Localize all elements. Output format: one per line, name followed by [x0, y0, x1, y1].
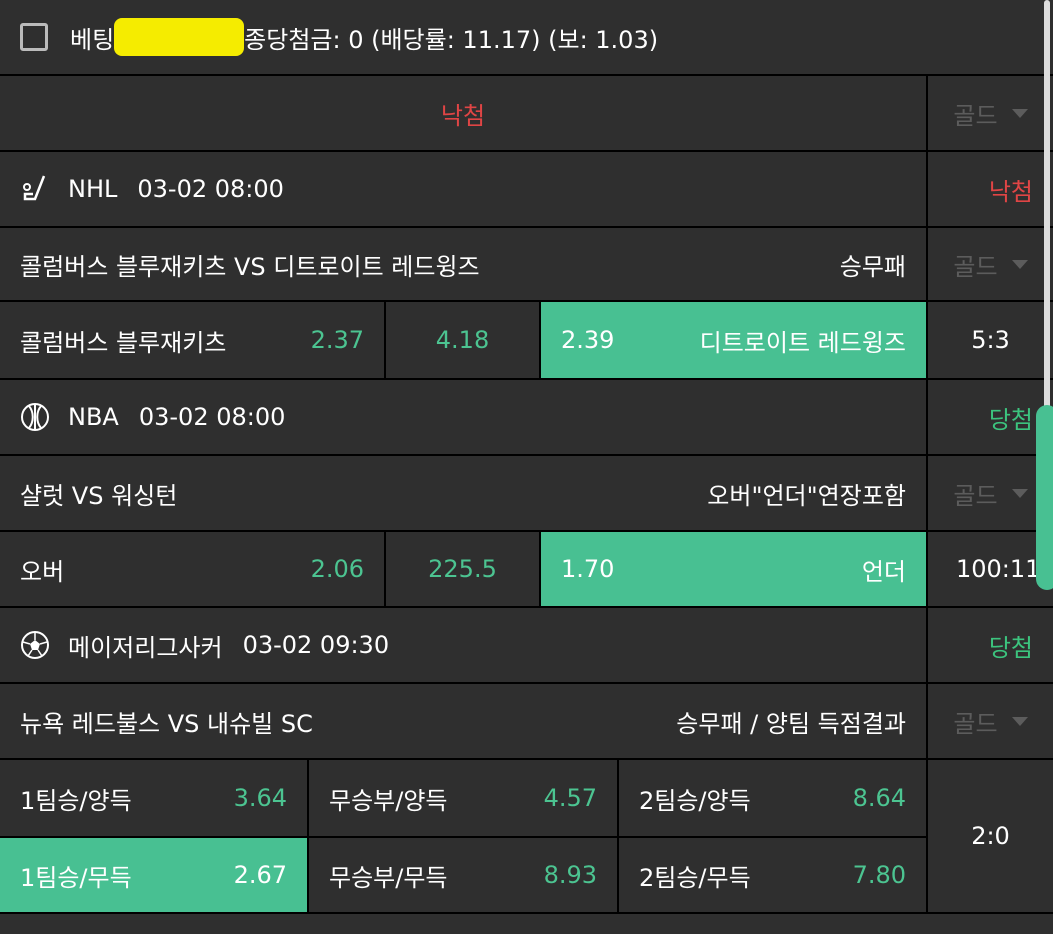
option-label: 1팀승/무득 [20, 863, 132, 892]
option-label: 콜럼버스 블루재키츠 [20, 328, 227, 357]
odds-value: 2.39 [561, 326, 615, 354]
soccer-icon [20, 630, 50, 660]
odds-value: 3.64 [233, 784, 287, 812]
bet-header: 베팅 종당첨금: 0 (배당률: 11.17) (보: 1.03) [0, 0, 1053, 74]
option-label: 2팀승/무득 [639, 863, 751, 892]
game-time: 03-02 08:00 [137, 175, 284, 203]
odds-option[interactable]: 무승부/양득 4.57 [309, 760, 617, 836]
option-label: 무승부/무득 [329, 863, 448, 892]
chevron-down-icon [1011, 716, 1028, 726]
chevron-down-icon [1011, 259, 1028, 269]
gold-label: 골드 [953, 481, 998, 510]
basketball-icon [20, 402, 50, 432]
odds-value: 2.06 [310, 555, 364, 583]
market: 오버"언더"연장포함 [707, 481, 906, 510]
league: NHL [68, 175, 118, 203]
match-title: 콜럼버스 블루재키츠 VS 디트로이트 레드윙즈 [20, 252, 480, 281]
bet-status: 낙첨 [0, 76, 926, 150]
match-title: 뉴욕 레드불스 VS 내슈빌 SC [20, 709, 313, 738]
league: NBA [68, 403, 119, 431]
odds-option-selected[interactable]: 1팀승/무득 2.67 [0, 838, 307, 912]
gold-select[interactable]: 골드 [928, 456, 1053, 530]
odds-option[interactable]: 1팀승/양득 3.64 [0, 760, 307, 836]
odds-value: 2.67 [233, 861, 287, 889]
odds-value: 8.64 [852, 784, 906, 812]
odds-under-selected[interactable]: 1.70 언더 [541, 532, 926, 606]
chevron-down-icon [1011, 488, 1028, 498]
option-label: 무승부/양득 [329, 786, 448, 815]
odds-value: 1.70 [561, 555, 615, 583]
option-label: 2팀승/양득 [639, 786, 751, 815]
league: 메이저리그사커 [68, 633, 223, 662]
odds-option[interactable]: 2팀승/무득 7.80 [619, 838, 926, 912]
gold-label: 골드 [953, 101, 998, 130]
score: 100:11 [928, 532, 1053, 606]
redacted-highlight [114, 18, 245, 56]
score: 2:0 [928, 760, 1053, 912]
next-row [0, 914, 1053, 934]
odds-draw[interactable]: 4.18 [386, 302, 539, 378]
scrollbar-track[interactable] [1044, 0, 1050, 560]
odds-value: 2.37 [310, 326, 364, 354]
option-label: 오버 [20, 557, 65, 586]
gold-select[interactable]: 골드 [928, 76, 1053, 150]
gold-select[interactable]: 골드 [928, 228, 1053, 300]
game-header: NBA 03-02 08:00 [0, 380, 926, 454]
option-label: 디트로이트 레드윙즈 [699, 328, 906, 357]
odds-option[interactable]: 무승부/무득 8.93 [309, 838, 617, 912]
game-header: 메이저리그사커 03-02 09:30 [0, 608, 926, 682]
game-time: 03-02 08:00 [138, 403, 286, 431]
game-status: 당첨 [928, 380, 1053, 454]
odds-home[interactable]: 콜럼버스 블루재키츠 2.37 [0, 302, 384, 378]
match-row: 뉴욕 레드불스 VS 내슈빌 SC 승무패 / 양팀 득점결과 [0, 684, 926, 758]
odds-away-selected[interactable]: 2.39 디트로이트 레드윙즈 [541, 302, 926, 378]
gold-select[interactable]: 골드 [928, 684, 1053, 758]
market: 승무패 [839, 252, 906, 281]
odds-value: 7.80 [852, 861, 906, 889]
gold-label: 골드 [953, 709, 998, 738]
score: 5:3 [928, 302, 1053, 378]
header-summary: 종당첨금: 0 (배당률: 11.17) (보: 1.03) [244, 25, 659, 54]
game-header: NHL 03-02 08:00 [0, 152, 926, 226]
hockey-icon [20, 174, 50, 204]
gold-label: 골드 [953, 252, 998, 281]
chevron-down-icon [1011, 108, 1028, 118]
select-checkbox[interactable] [20, 23, 48, 51]
line-value[interactable]: 225.5 [386, 532, 539, 606]
odds-option[interactable]: 2팀승/양득 8.64 [619, 760, 926, 836]
scrollbar-handle[interactable] [1036, 405, 1053, 590]
match-title: 샬럿 VS 워싱턴 [20, 481, 178, 510]
match-row: 샬럿 VS 워싱턴 오버"언더"연장포함 [0, 456, 926, 530]
game-status: 낙첨 [928, 152, 1053, 226]
option-label: 1팀승/양득 [20, 786, 132, 815]
odds-over[interactable]: 오버 2.06 [0, 532, 384, 606]
game-status: 당첨 [928, 608, 1053, 682]
odds-value: 4.57 [543, 784, 597, 812]
header-prefix: 베팅 [70, 25, 115, 54]
match-row: 콜럼버스 블루재키츠 VS 디트로이트 레드윙즈 승무패 [0, 228, 926, 300]
market: 승무패 / 양팀 득점결과 [676, 709, 906, 738]
option-label: 언더 [861, 557, 906, 586]
game-time: 03-02 09:30 [242, 631, 390, 659]
odds-value: 8.93 [543, 861, 597, 889]
